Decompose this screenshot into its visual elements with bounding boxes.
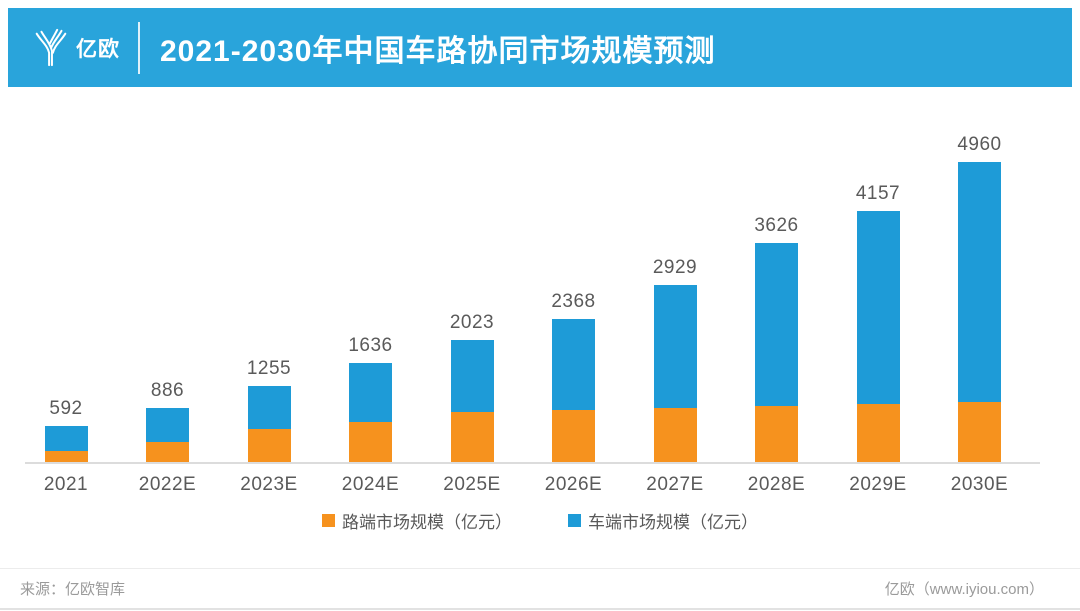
- x-axis-tick-label: 2026E: [544, 474, 603, 495]
- bar-segment-vehicle: [856, 210, 900, 404]
- legend-item-roadside: 路端市场规模（亿元）: [322, 508, 512, 533]
- header-banner: 亿欧 2021-2030年中国车路协同市场规模预测: [8, 8, 1072, 87]
- legend-label-vehicle: 车端市场规模（亿元）: [588, 513, 758, 532]
- bar-segment-vehicle: [450, 339, 494, 413]
- bar-segment-vehicle: [349, 363, 392, 423]
- bar-total-label: 2929: [652, 256, 698, 278]
- x-axis-line: [25, 462, 1040, 464]
- logo: 亿欧: [30, 26, 120, 70]
- bar-total-label: 2023: [449, 311, 495, 333]
- bar-total-label: 4157: [855, 182, 901, 204]
- x-axis-tick-label: 2027E: [646, 474, 704, 495]
- bar-total-label: 592: [49, 398, 83, 420]
- x-axis-tick-label: 2023E: [240, 474, 298, 495]
- x-axis-tick-label: 2030E: [950, 474, 1009, 495]
- legend-label-roadside: 路端市场规模（亿元）: [342, 513, 512, 532]
- bar-segment-vehicle: [146, 408, 189, 443]
- x-axis-tick-label: 2021: [43, 474, 89, 495]
- bar-total-label: 4960: [957, 134, 1002, 155]
- bar-segment-roadside: [44, 450, 88, 462]
- x-axis-tick-label: 2024E: [341, 474, 400, 495]
- x-axis-tick-label: 2025E: [443, 474, 501, 495]
- bar-total-label: 2368: [551, 290, 596, 312]
- bar-total-label: 3626: [754, 214, 799, 236]
- bar-segment-vehicle: [755, 242, 798, 407]
- iyiou-y-icon: [35, 28, 67, 66]
- source-text: 来源：亿欧智库: [20, 581, 126, 598]
- bar-segment-roadside: [856, 403, 900, 462]
- bar-total-label: 1636: [348, 335, 393, 357]
- x-axis-tick-label: 2022E: [138, 474, 197, 495]
- bar-segment-roadside: [755, 406, 798, 462]
- bar-segment-roadside: [958, 401, 1001, 462]
- legend-item-vehicle: 车端市场规模（亿元）: [568, 508, 758, 533]
- bar-segment-vehicle: [958, 162, 1001, 402]
- bar-segment-roadside: [450, 412, 494, 462]
- bar-total-label: 886: [150, 380, 185, 402]
- bar-segment-vehicle: [653, 284, 697, 409]
- bar-segment-roadside: [653, 408, 697, 462]
- legend-swatch-roadside: [322, 514, 335, 527]
- bar-total-label: 1255: [246, 358, 292, 380]
- x-axis-tick-label: 2028E: [747, 474, 806, 495]
- footer: 来源：亿欧智库 亿欧（www.iyiou.com）: [0, 578, 1080, 599]
- bar-segment-roadside: [349, 422, 392, 462]
- chart-title: 2021-2030年中国车路协同市场规模预测: [160, 34, 716, 68]
- bar-segment-roadside: [146, 442, 189, 462]
- header-divider: [138, 21, 140, 74]
- logo-text: 亿欧: [76, 37, 120, 61]
- site-text: 亿欧（www.iyiou.com）: [884, 581, 1044, 598]
- bar-segment-roadside: [552, 410, 595, 462]
- footer-divider: [0, 568, 1080, 569]
- x-axis-tick-label: 2029E: [849, 474, 907, 495]
- legend-swatch-vehicle: [568, 514, 581, 527]
- bar-segment-roadside: [247, 429, 291, 462]
- bar-segment-vehicle: [44, 426, 88, 451]
- chart-legend: 路端市场规模（亿元） 车端市场规模（亿元）: [0, 508, 1080, 533]
- bar-segment-vehicle: [247, 386, 291, 430]
- bar-segment-vehicle: [552, 318, 595, 411]
- bottom-border: [0, 608, 1080, 610]
